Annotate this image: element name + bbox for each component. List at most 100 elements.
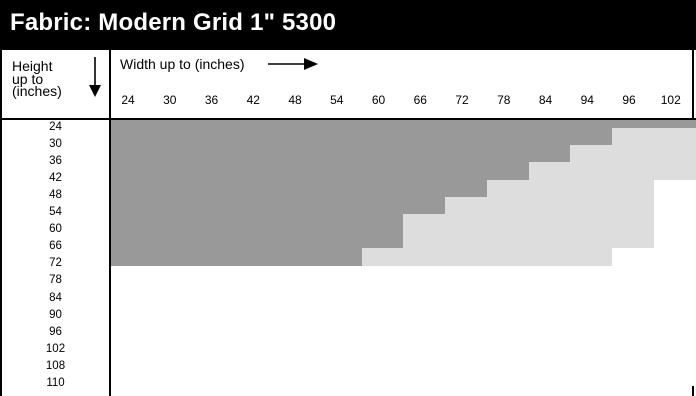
availability-cell [445,265,488,284]
availability-cell [653,179,696,198]
availability-cell [152,145,195,163]
availability-cell [570,120,613,129]
availability-cell [278,300,321,318]
availability-cell [403,368,446,387]
availability-cell [486,265,529,284]
availability-cell [236,300,279,318]
availability-cell [194,196,237,215]
availability-cell [361,334,404,353]
availability-cell [194,351,237,370]
availability-cell [111,162,154,181]
availability-cell [570,214,613,232]
availability-cell [111,231,154,249]
availability-cell [278,179,321,198]
availability-cell [612,248,655,267]
availability-cell [361,214,404,232]
availability-cell [319,317,362,335]
availability-cell [278,334,321,353]
availability-cell [111,120,154,129]
height-header: Height up to (inches) [2,50,109,118]
availability-cell [403,128,446,146]
availability-cell [486,162,529,181]
availability-cell [528,145,571,163]
availability-cell [445,282,488,301]
availability-cell [653,282,696,301]
availability-cell [445,196,488,215]
availability-cell [403,179,446,198]
availability-cell [653,265,696,284]
availability-cell [319,214,362,232]
availability-cell [403,248,446,267]
availability-cell [486,196,529,215]
availability-cell [194,368,237,387]
availability-cell [236,231,279,249]
availability-cell [194,179,237,198]
availability-cell [570,145,613,163]
availability-cell [111,334,154,353]
availability-cell [361,368,404,387]
availability-cell [570,265,613,284]
height-row-header: 96 [49,325,62,338]
availability-cell [111,282,154,301]
availability-cell [445,317,488,335]
availability-cell [445,351,488,370]
availability-cell [653,214,696,232]
availability-cell [445,120,488,129]
availability-cell [653,300,696,318]
availability-cell [111,196,154,215]
availability-cell [152,214,195,232]
availability-cell [653,196,696,215]
availability-cell [403,300,446,318]
availability-cell [528,128,571,146]
height-row-header: 90 [49,308,62,321]
availability-cell [194,334,237,353]
availability-cell [403,231,446,249]
availability-cell [111,179,154,198]
availability-cell [528,179,571,198]
width-column-header: 48 [288,93,302,107]
availability-cell [194,128,237,146]
availability-cell [445,248,488,267]
availability-cell [653,145,696,163]
availability-cell [152,368,195,387]
availability-cell [278,317,321,335]
availability-cell [361,179,404,198]
availability-cell [236,196,279,215]
availability-cell [152,179,195,198]
availability-cell [361,351,404,370]
availability-cell [612,317,655,335]
availability-cell [194,231,237,249]
availability-cell [612,265,655,284]
availability-cell [152,196,195,215]
availability-cell [278,145,321,163]
availability-cell [236,145,279,163]
availability-cell [152,231,195,249]
availability-cell [319,145,362,163]
availability-cell [278,351,321,370]
width-column-header: 36 [204,93,219,107]
availability-cell [194,120,237,129]
width-column-header: 24 [121,93,135,107]
availability-cell [528,351,571,370]
height-row-header: 24 [49,121,62,133]
right-arrow-icon [268,58,318,70]
availability-cell [570,282,613,301]
availability-cell [570,248,613,267]
availability-cell [403,214,446,232]
availability-cell [194,145,237,163]
availability-cell [403,265,446,284]
availability-cell [111,214,154,232]
availability-cell [319,300,362,318]
availability-cell [278,231,321,249]
availability-cell [486,317,529,335]
availability-cell [319,162,362,181]
availability-cell [528,196,571,215]
width-column-header: 102 [660,93,681,107]
availability-cell [653,351,696,370]
availability-cell [612,179,655,198]
availability-cell [570,334,613,353]
width-column-header: 42 [246,93,260,107]
width-header-label: Width up to (inches) [120,56,245,72]
availability-cell [612,282,655,301]
height-row-header: 36 [49,155,62,168]
